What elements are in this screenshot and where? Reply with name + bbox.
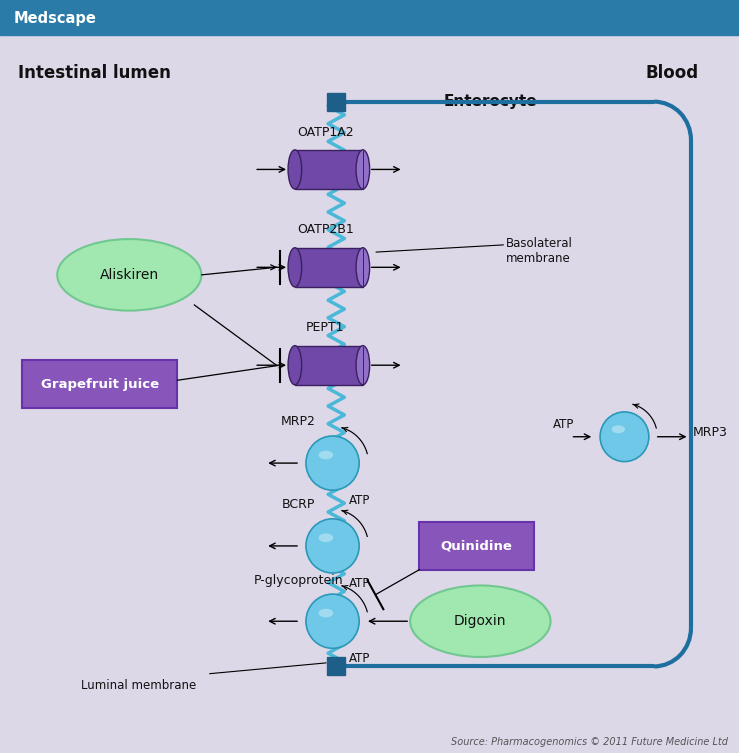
Text: Quinidine: Quinidine xyxy=(440,539,513,553)
Bar xyxy=(327,93,345,111)
Text: Medscape: Medscape xyxy=(13,11,96,26)
Bar xyxy=(327,657,345,675)
Bar xyxy=(295,150,363,189)
Circle shape xyxy=(306,519,359,573)
Ellipse shape xyxy=(288,248,302,287)
Text: OATP2B1: OATP2B1 xyxy=(297,224,353,236)
Text: MRP3: MRP3 xyxy=(693,426,728,440)
Text: MRP2: MRP2 xyxy=(281,416,316,428)
Text: ATP: ATP xyxy=(349,494,370,507)
Text: Digoxin: Digoxin xyxy=(454,614,507,628)
Ellipse shape xyxy=(356,346,370,385)
Bar xyxy=(295,346,363,385)
Text: Source: Pharmacogenomics © 2011 Future Medicine Ltd: Source: Pharmacogenomics © 2011 Future M… xyxy=(451,737,728,747)
Text: ATP: ATP xyxy=(349,577,370,590)
Circle shape xyxy=(600,412,649,462)
Ellipse shape xyxy=(288,150,302,189)
Text: Aliskiren: Aliskiren xyxy=(100,268,159,282)
Text: Intestinal lumen: Intestinal lumen xyxy=(18,64,171,82)
Text: OATP1A2: OATP1A2 xyxy=(297,126,353,139)
Bar xyxy=(295,248,363,287)
Text: Basolateral
membrane: Basolateral membrane xyxy=(506,237,573,265)
Ellipse shape xyxy=(356,248,370,287)
Ellipse shape xyxy=(356,150,370,189)
Text: P-glycoprotein: P-glycoprotein xyxy=(253,574,344,587)
Circle shape xyxy=(306,436,359,490)
Ellipse shape xyxy=(612,425,625,433)
Text: Grapefruit juice: Grapefruit juice xyxy=(41,377,159,391)
Ellipse shape xyxy=(319,450,333,459)
Bar xyxy=(22,361,177,408)
Bar xyxy=(0,0,739,35)
Text: PEPT1: PEPT1 xyxy=(306,322,344,334)
Text: ATP: ATP xyxy=(349,652,370,665)
Ellipse shape xyxy=(319,608,333,617)
Bar xyxy=(420,523,534,569)
Ellipse shape xyxy=(57,239,202,310)
Text: Blood: Blood xyxy=(646,64,699,82)
Text: ATP: ATP xyxy=(553,418,573,431)
Circle shape xyxy=(306,594,359,648)
Text: Luminal membrane: Luminal membrane xyxy=(81,679,197,692)
Ellipse shape xyxy=(319,533,333,542)
Text: Enterocyte: Enterocyte xyxy=(443,94,537,109)
Ellipse shape xyxy=(410,586,551,657)
Text: BCRP: BCRP xyxy=(282,498,316,511)
Ellipse shape xyxy=(288,346,302,385)
